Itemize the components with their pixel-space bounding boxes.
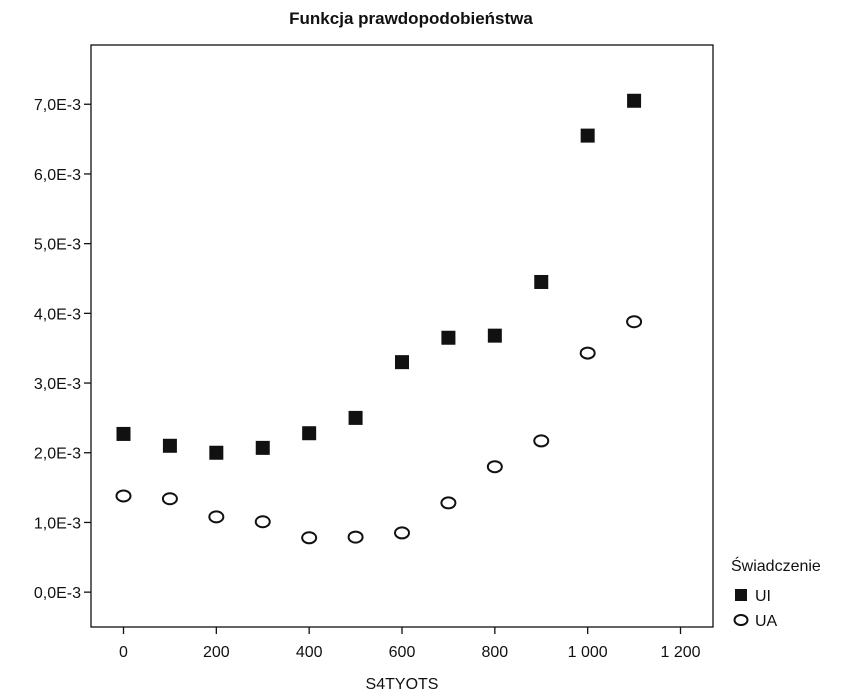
data-point-circle [254, 515, 271, 529]
data-point-circle [626, 315, 643, 329]
x-tick-label: 800 [481, 644, 508, 661]
data-point-square [209, 445, 224, 460]
y-tick-label: 6,0E-3 [34, 167, 81, 184]
x-tick-label: 400 [296, 644, 323, 661]
data-point-square [348, 410, 363, 425]
x-tick-label: 1 200 [660, 644, 700, 661]
chart-title: Funkcja prawdopodobieństwa [289, 9, 533, 28]
data-point-square [255, 440, 270, 455]
data-point-circle [301, 531, 318, 545]
data-point-circle [533, 434, 550, 448]
data-point-circle [115, 489, 132, 503]
x-tick-label: 1 000 [568, 644, 608, 661]
x-axis: 0 200 400 600 800 1 000 1 200 [119, 627, 701, 661]
data-point-square [302, 426, 317, 441]
legend-marker-square [735, 589, 747, 601]
x-axis-label: S4TYOTS [366, 676, 439, 693]
data-point-circle [208, 510, 225, 524]
y-tick-label: 3,0E-3 [34, 376, 81, 393]
y-tick-label: 2,0E-3 [34, 446, 81, 463]
data-point-square [534, 274, 549, 289]
series-ui [116, 93, 642, 460]
legend: Świadczenie UI UA [731, 556, 821, 630]
y-tick-label: 1,0E-3 [34, 515, 81, 532]
data-point-circle [394, 526, 410, 540]
data-point-square [162, 438, 177, 453]
legend-label: UI [755, 588, 771, 605]
y-tick-label: 7,0E-3 [34, 97, 81, 114]
data-point-square [627, 93, 642, 108]
x-tick-label: 600 [389, 644, 416, 661]
series-ua [115, 315, 643, 545]
legend-marker-circle [733, 614, 749, 626]
legend-label: UA [755, 613, 778, 630]
plot-frame [90, 44, 714, 628]
legend-title: Świadczenie [731, 556, 821, 575]
data-point-circle [347, 530, 364, 544]
data-point-square [487, 328, 502, 343]
data-point-circle [440, 496, 457, 510]
y-axis: 0,0E-3 1,0E-3 2,0E-3 3,0E-3 4,0E-3 5,0E-3 6,0E… [34, 97, 91, 602]
x-tick-label: 200 [203, 644, 230, 661]
data-point-circle [161, 492, 178, 506]
data-point-square [441, 330, 456, 345]
y-tick-label: 4,0E-3 [34, 306, 81, 323]
data-point-circle [486, 460, 503, 474]
data-point-square [580, 128, 595, 143]
data-point-square [395, 355, 409, 370]
x-tick-label: 0 [119, 644, 128, 661]
data-point-circle [579, 346, 596, 360]
data-marks [115, 93, 643, 545]
y-tick-label: 0,0E-3 [34, 585, 81, 602]
data-point-square [116, 426, 131, 441]
y-tick-label: 5,0E-3 [34, 237, 81, 254]
